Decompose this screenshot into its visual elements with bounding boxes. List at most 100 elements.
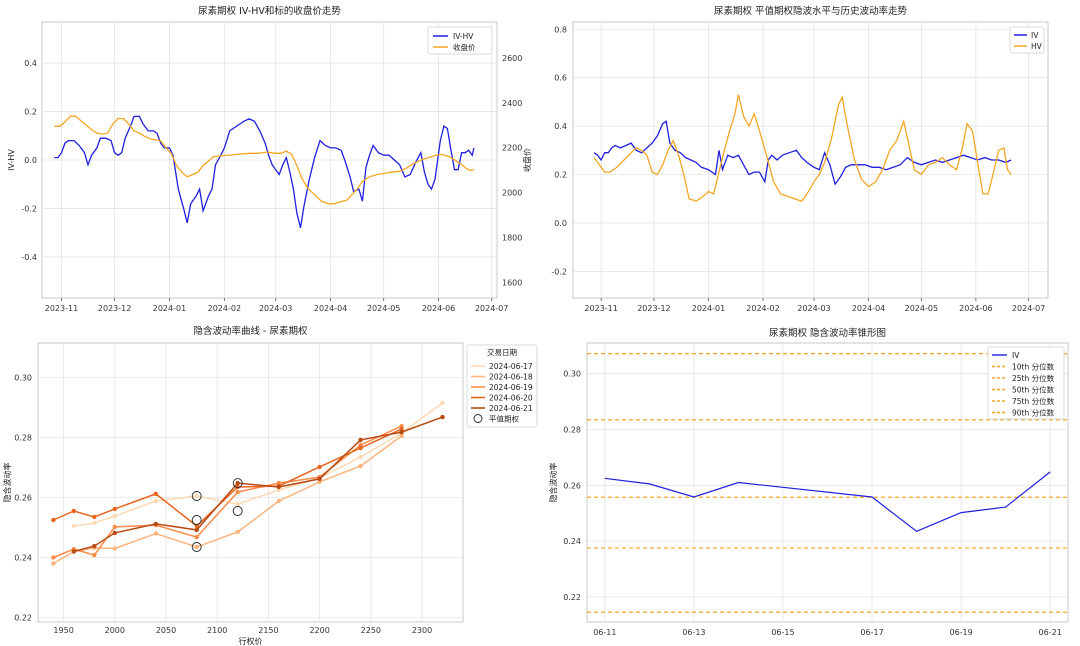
smile-point <box>51 517 56 523</box>
y-axis-label: IV-HV <box>7 149 16 171</box>
y2-tick-label: 2000 <box>502 189 522 198</box>
y-tick-label: -0.2 <box>21 204 37 213</box>
smile-point <box>112 546 118 551</box>
smile-point <box>399 433 404 439</box>
y2-tick-label: 2400 <box>502 99 522 108</box>
legend-label: IV <box>1031 31 1039 40</box>
y-tick-label: 0.8 <box>554 25 567 34</box>
plot-area <box>572 21 1049 299</box>
chart-title: 尿素期权 平值期权隐波水平与历史波动率走势 <box>714 5 908 17</box>
x-tick-label: 2024-04 <box>314 304 347 313</box>
x-tick-label: 2024-03 <box>259 304 292 313</box>
smile-point <box>71 549 77 554</box>
smile-point <box>194 544 199 550</box>
smile-point <box>112 513 118 519</box>
smile-point <box>153 498 158 504</box>
legend-label: 2024-06-17 <box>489 362 533 371</box>
atm-marker <box>191 542 202 552</box>
x-axis-label: 行权价 <box>239 636 263 646</box>
x-tick-label: 2000 <box>105 626 125 635</box>
series-line-close-price <box>54 115 475 205</box>
x-tick-label: 06-15 <box>771 628 794 637</box>
legend-label: IV <box>1012 351 1020 360</box>
x-tick-label: 06-19 <box>949 628 972 637</box>
panel-iv-hv: 2023-11 2023-12 2024-01 2024-02 2024-03 2024-… <box>7 5 532 313</box>
atm-marker <box>191 491 202 501</box>
smile-point <box>71 508 77 514</box>
legend-box <box>987 346 1065 420</box>
smile-point <box>358 437 363 443</box>
chart-title: 尿素期权 IV-HV和标的收盘价走势 <box>198 5 341 17</box>
y-tick-label: 0.28 <box>563 425 581 434</box>
atm-marker <box>232 478 243 489</box>
y-tick-label: 0.26 <box>563 481 581 490</box>
smile-point <box>112 506 118 512</box>
x-tick-label: 2024-02 <box>746 304 779 313</box>
y-tick-label: 0.4 <box>24 59 37 68</box>
x-tick-label: 2023-11 <box>584 304 617 313</box>
smile-point <box>194 534 199 540</box>
smile-point <box>358 445 363 451</box>
legend-label: IV-HV <box>453 32 474 41</box>
y-tick-label: -0.2 <box>551 267 567 276</box>
atm-marker <box>191 515 202 525</box>
x-tick-label: 2024-04 <box>852 304 885 313</box>
legend-swatch <box>473 414 483 423</box>
x-tick-label: 2024-01 <box>692 304 725 313</box>
legend-label: 收盘价 <box>453 42 476 52</box>
x-tick-label: 2250 <box>361 626 381 635</box>
x-tick-label: 2024-06 <box>422 304 455 313</box>
x-tick-label: 2023-12 <box>637 304 670 313</box>
x-tick-label: 2300 <box>412 626 432 635</box>
legend-label: 90th 分位数 <box>1012 408 1055 418</box>
series-line-iv <box>604 471 1051 532</box>
y-tick-label: 0.6 <box>554 74 567 83</box>
smile-point <box>235 484 240 490</box>
y-tick-label: 0.2 <box>554 171 567 180</box>
legend-label: 50th 分位数 <box>1012 385 1055 395</box>
x-tick-label: 2023-11 <box>45 304 78 313</box>
y-tick-label: 0.22 <box>14 614 32 623</box>
y-tick-label: 0.30 <box>14 374 32 383</box>
y-tick-label: 0.30 <box>563 370 581 379</box>
x-tick-label: 2024-02 <box>208 304 241 313</box>
smile-point <box>71 523 77 529</box>
smile-point <box>153 531 158 536</box>
y-tick-label: 0.24 <box>563 537 581 546</box>
x-tick-label: 2024-05 <box>367 304 400 313</box>
smile-point <box>276 498 281 504</box>
y-tick-label: 0.0 <box>24 156 37 165</box>
smile-point <box>235 489 240 495</box>
x-tick-label: 2024-01 <box>153 304 186 313</box>
y-tick-label: 0.0 <box>554 219 567 228</box>
x-tick-label: 2200 <box>309 626 329 635</box>
smile-point <box>92 520 97 526</box>
smile-point <box>51 561 56 566</box>
legend-label: HV <box>1031 42 1043 51</box>
y-tick-label: 0.4 <box>554 122 567 131</box>
smile-point <box>440 414 445 420</box>
y2-tick-label: 2600 <box>502 54 522 63</box>
legend-label: 25th 分位数 <box>1012 373 1055 383</box>
smile-point <box>153 491 158 497</box>
legend-label: 平值期权 <box>489 414 519 424</box>
x-tick-label: 2024-06 <box>959 304 992 313</box>
x-tick-label: 06-13 <box>682 628 705 637</box>
smile-point <box>399 429 404 435</box>
x-tick-label: 2024-05 <box>905 304 938 313</box>
smile-point <box>235 529 240 535</box>
y-tick-label: 0.26 <box>14 494 32 503</box>
legend-label: 2024-06-20 <box>489 394 533 403</box>
plot-area <box>37 342 464 623</box>
atm-marker <box>232 506 243 516</box>
smile-point <box>112 530 118 536</box>
legend-title: 交易日期 <box>487 347 517 357</box>
smile-point <box>440 400 445 406</box>
legend-label: 2024-06-19 <box>489 383 533 392</box>
x-tick-label: 06-21 <box>1039 628 1062 637</box>
y2-axis-label: 收盘价 <box>522 148 532 172</box>
chart-title: 隐含波动率曲线 - 尿素期权 <box>194 325 308 337</box>
series-line-iv <box>593 120 1012 186</box>
x-tick-label: 2150 <box>258 626 278 635</box>
smile-point <box>92 543 97 549</box>
